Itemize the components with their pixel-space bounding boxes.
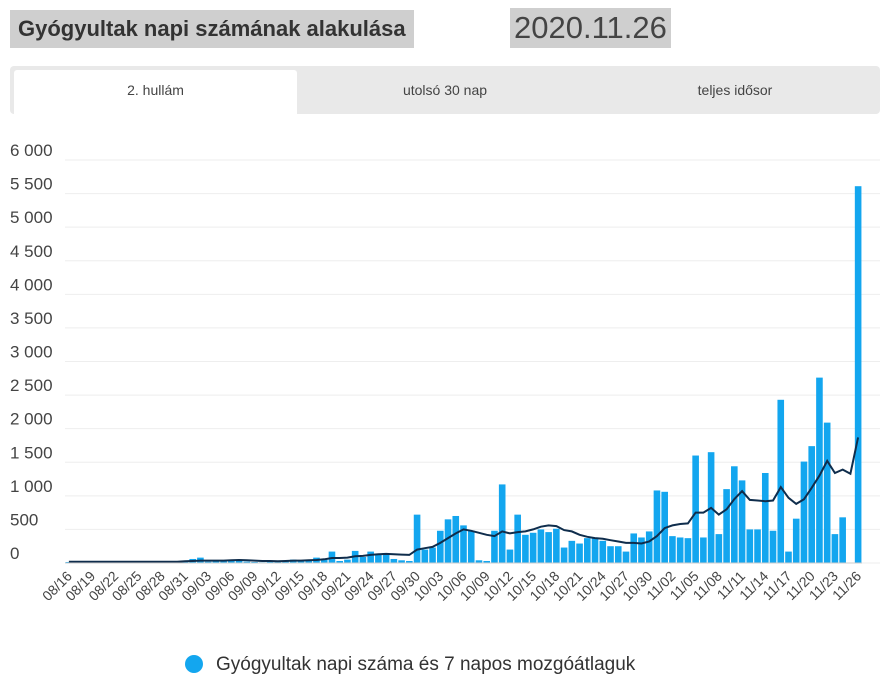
bar (398, 560, 405, 563)
bar (243, 561, 251, 563)
y-tick-label: 4 500 (10, 242, 53, 261)
bar (336, 560, 343, 563)
bar (731, 466, 738, 563)
bar (607, 546, 614, 563)
bar (591, 537, 599, 563)
bar (723, 489, 730, 563)
tab[interactable]: 2. hullám (14, 70, 297, 114)
bar (429, 547, 436, 563)
tab-bar: 2. hullám utolsó 30 nap teljes idősor (10, 66, 880, 114)
bar (506, 549, 514, 563)
bar (684, 538, 692, 563)
bar (800, 461, 808, 563)
bar (305, 560, 313, 563)
bar (808, 446, 816, 563)
bar (553, 528, 560, 563)
bar (475, 560, 483, 563)
tab[interactable]: teljes idősor (697, 82, 773, 98)
bar (761, 472, 769, 563)
y-tick-label: 3 500 (10, 309, 53, 328)
bar (792, 518, 800, 563)
tab[interactable]: utolsó 30 nap (402, 82, 488, 98)
bar (498, 484, 506, 563)
bar (491, 530, 498, 563)
bar (545, 532, 552, 563)
bar (65, 561, 73, 563)
bar (823, 422, 831, 563)
bar (537, 529, 545, 563)
bar (614, 546, 622, 563)
bar (692, 455, 699, 563)
bar (854, 186, 862, 563)
y-tick-label: 2 000 (10, 410, 53, 429)
y-tick-label: 4 000 (10, 275, 53, 294)
bar (413, 514, 421, 563)
bar (467, 530, 475, 563)
bar (390, 558, 398, 563)
bar (576, 543, 583, 563)
bar (382, 553, 390, 563)
bar (444, 519, 452, 563)
bar (777, 399, 785, 563)
y-tick-label: 2 500 (10, 376, 53, 395)
bar (599, 540, 607, 563)
date: 2020.11.26 (510, 8, 671, 48)
bar (560, 547, 568, 563)
bar (436, 530, 444, 563)
y-tick-label: 3 000 (10, 343, 53, 362)
bar (367, 551, 374, 563)
bar (715, 534, 723, 563)
y-tick-label: 6 000 (10, 141, 53, 160)
bar (375, 554, 382, 563)
bar (344, 559, 351, 563)
bar (228, 559, 235, 563)
bar (653, 490, 661, 563)
bar (839, 517, 846, 563)
bar (220, 560, 227, 563)
y-tick-label: 1 500 (10, 443, 53, 462)
y-tick-label: 1 000 (10, 477, 53, 496)
bar (638, 537, 645, 563)
bar (235, 560, 243, 563)
bar (514, 514, 521, 563)
title: Gyógyultak napi számának alakulása (10, 10, 414, 48)
y-tick-label: 5 500 (10, 175, 53, 194)
bar (297, 561, 305, 563)
bar (738, 480, 746, 563)
legend-marker (185, 655, 203, 673)
y-tick-label: 0 (10, 544, 19, 563)
y-tick-label: 5 000 (10, 208, 53, 227)
moving-average-line (68, 437, 860, 563)
y-tick-label: 500 (10, 510, 38, 529)
bar (212, 561, 220, 563)
bar (831, 534, 839, 563)
bar (700, 537, 707, 563)
bar (204, 561, 212, 563)
bar (460, 525, 467, 563)
legend-label: Gyógyultak napi száma és 7 napos mozgóát… (216, 654, 636, 675)
bar (769, 530, 777, 563)
bar (669, 536, 676, 563)
bar (359, 556, 367, 563)
bar (785, 551, 792, 563)
bar (622, 551, 630, 563)
bar (483, 560, 491, 563)
bar (251, 561, 258, 563)
bar (522, 534, 529, 563)
bar (676, 537, 684, 563)
bar (529, 532, 537, 563)
bar (645, 531, 653, 563)
bar (452, 515, 460, 563)
bar (568, 540, 576, 563)
bar (320, 558, 328, 563)
bar (421, 549, 429, 563)
bar (406, 560, 413, 563)
bar (816, 377, 823, 563)
bar (746, 529, 754, 563)
bar (584, 538, 591, 563)
bar (754, 529, 761, 563)
bar (630, 533, 638, 563)
